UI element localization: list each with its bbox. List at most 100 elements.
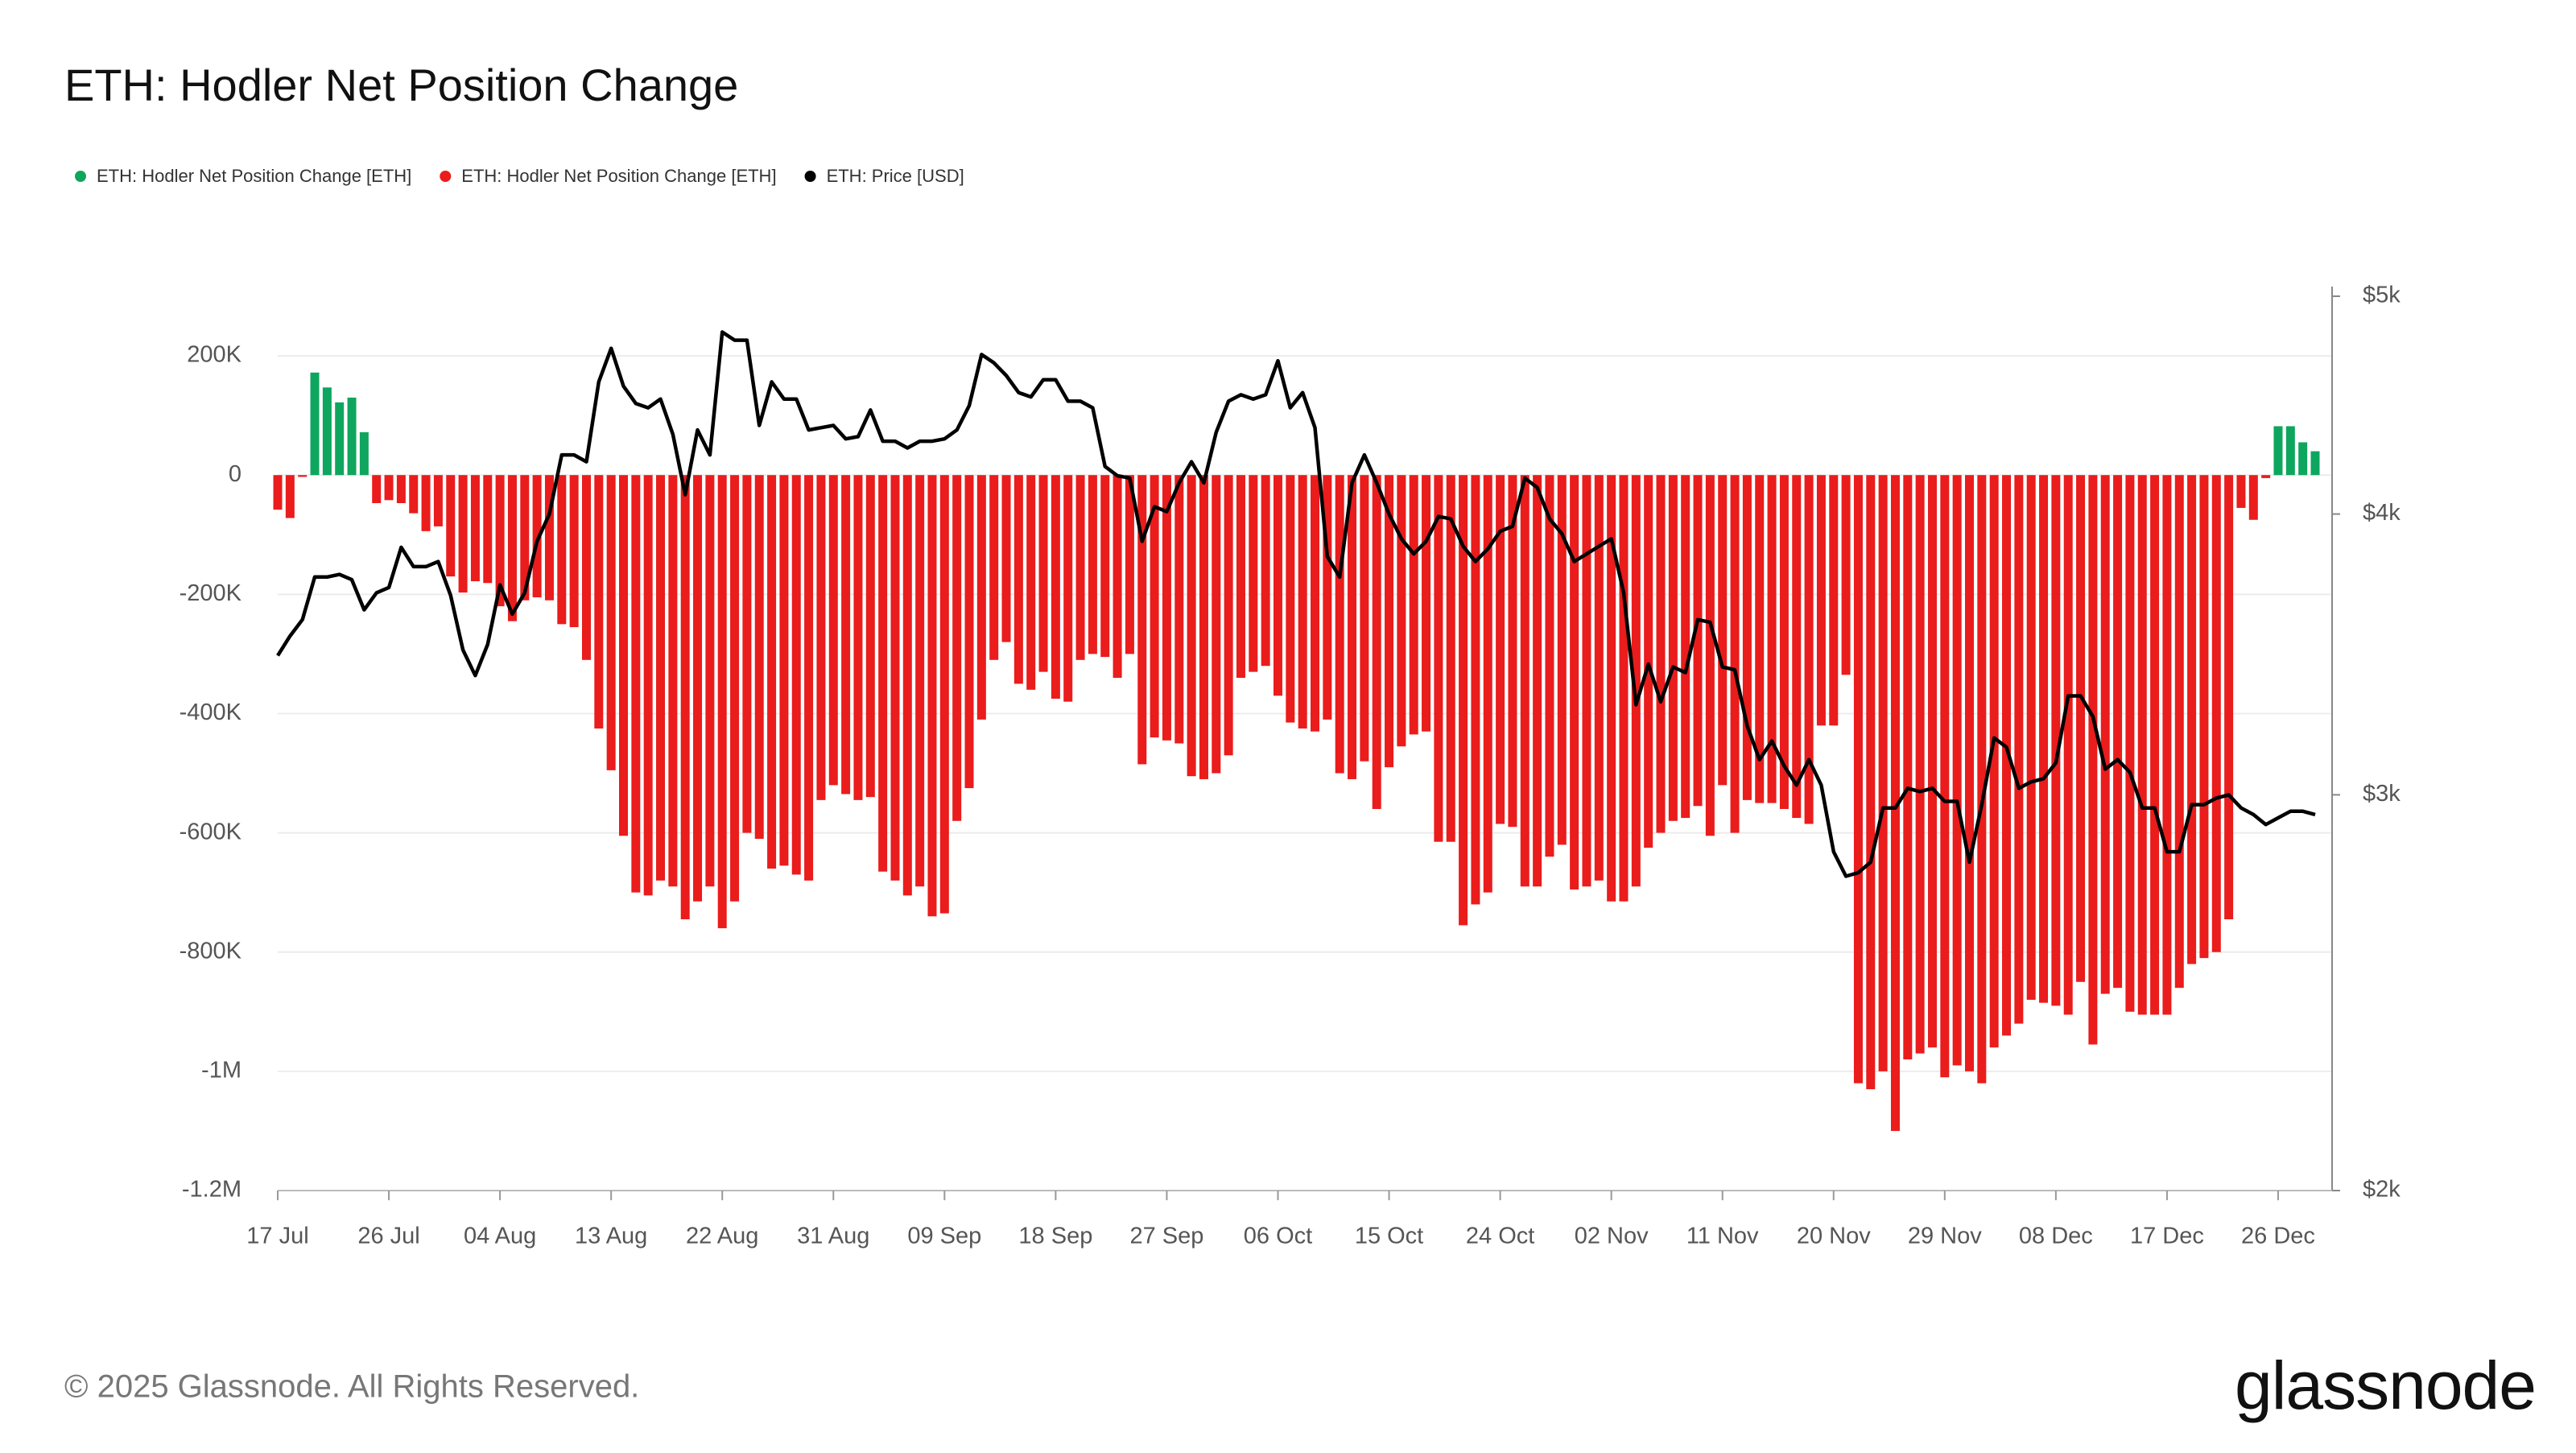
bar — [606, 475, 616, 770]
bar — [1742, 475, 1752, 800]
y-tick-label: -400K — [180, 700, 242, 725]
bar — [619, 475, 629, 836]
bar — [1792, 475, 1802, 819]
y2-tick-label: $4k — [2363, 500, 2401, 526]
x-tick-label: 22 Aug — [686, 1224, 758, 1249]
bar — [1570, 475, 1579, 890]
bar — [1631, 475, 1641, 887]
bar — [1385, 475, 1394, 768]
bar — [1397, 475, 1406, 747]
x-tick-label: 17 Dec — [2130, 1224, 2204, 1249]
x-tick-label: 06 Oct — [1244, 1224, 1312, 1249]
x-tick-label: 08 Dec — [2019, 1224, 2093, 1249]
chart-title: ETH: Hodler Net Position Change — [64, 60, 738, 110]
x-tick-label: 26 Dec — [2241, 1224, 2315, 1249]
bar — [2224, 475, 2234, 919]
bar — [446, 475, 456, 577]
bar — [1409, 475, 1418, 735]
legend: ETH: Hodler Net Position Change [ETH] ETH… — [75, 166, 964, 186]
bar — [1434, 475, 1443, 842]
bar — [581, 475, 591, 660]
bar — [384, 475, 394, 501]
bar — [1619, 475, 1629, 902]
bar — [791, 475, 801, 875]
bar — [1212, 475, 1221, 774]
bar — [1853, 475, 1863, 1084]
bar — [1038, 475, 1048, 672]
legend-label: ETH: Hodler Net Position Change [ETH] — [461, 166, 776, 186]
bar — [507, 475, 517, 621]
y-tick-label: -200K — [180, 580, 242, 606]
bar — [1878, 475, 1888, 1071]
bar — [520, 475, 530, 601]
bar — [1150, 475, 1159, 738]
bar — [1755, 475, 1765, 803]
bar — [1162, 475, 1171, 741]
bar — [1483, 475, 1492, 893]
bar — [347, 397, 357, 476]
bar — [1866, 475, 1876, 1090]
bar — [359, 431, 369, 476]
legend-marker — [440, 171, 452, 182]
bar — [705, 475, 715, 887]
price-line — [276, 330, 2316, 878]
bar — [1137, 475, 1147, 765]
bar — [804, 475, 814, 881]
bar — [1681, 475, 1690, 819]
bar — [643, 475, 653, 896]
bar — [754, 475, 764, 840]
bar — [927, 475, 937, 917]
legend-marker — [75, 171, 86, 182]
bar — [2298, 442, 2308, 476]
bar — [1174, 475, 1184, 744]
bar — [1236, 475, 1245, 679]
bar — [828, 475, 838, 786]
bar — [964, 475, 974, 789]
bar — [2125, 475, 2135, 1012]
bar — [976, 475, 986, 720]
bar — [483, 475, 493, 584]
bar — [1705, 475, 1715, 836]
bar — [1779, 475, 1789, 809]
bar — [2187, 475, 2197, 964]
bar — [1125, 475, 1134, 654]
bar — [433, 475, 443, 526]
bar — [730, 475, 740, 902]
legend-label: ETH: Hodler Net Position Change [ETH] — [97, 166, 411, 186]
bar — [335, 402, 345, 476]
y-tick-label: -1M — [201, 1058, 242, 1084]
bar — [1520, 475, 1530, 887]
bar — [2162, 475, 2172, 1015]
bar — [1841, 475, 1851, 675]
bar — [1311, 475, 1320, 732]
bar — [1335, 475, 1344, 774]
bar — [569, 475, 579, 628]
y2-tick-label: $2k — [2363, 1177, 2401, 1203]
bar — [1360, 475, 1369, 762]
x-tick-label: 09 Sep — [907, 1224, 981, 1249]
bar — [396, 475, 406, 504]
bar — [557, 475, 567, 625]
bar — [298, 475, 308, 477]
y-tick-label: -600K — [180, 819, 242, 844]
bar — [2273, 426, 2283, 476]
bar — [1557, 475, 1567, 845]
bar — [1644, 475, 1653, 848]
bar — [939, 475, 949, 914]
bar — [1199, 475, 1208, 779]
bar — [1323, 475, 1332, 720]
bar — [2261, 475, 2271, 478]
bar — [915, 475, 925, 887]
bar — [693, 475, 703, 902]
bar — [2100, 475, 2110, 994]
bar — [1459, 475, 1468, 926]
bar — [767, 475, 777, 869]
bar — [1496, 475, 1505, 824]
bar — [310, 372, 320, 476]
bar — [421, 475, 431, 531]
bar — [1372, 475, 1381, 809]
bar — [2051, 475, 2061, 1006]
bar — [2063, 475, 2073, 1015]
x-tick-label: 26 Jul — [357, 1224, 419, 1249]
